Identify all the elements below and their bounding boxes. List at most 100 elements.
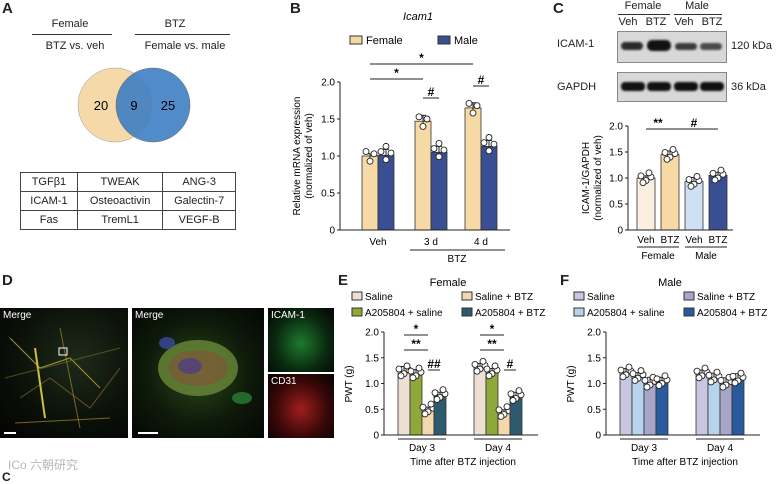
x-tick-label: Day 4 [485,443,512,454]
y-axis-label: PWT (g) [566,365,577,402]
venn-right-rule [135,34,230,35]
y-tick-label: 0.5 [587,405,601,416]
bar [708,175,728,231]
data-point [503,403,511,411]
data-point [415,364,423,372]
venn-right-header-bottom: Female vs. male [144,40,226,52]
table-row: Fas TremL1 VEGF-B [20,210,236,230]
legend-label: A205804 + saline [587,308,665,319]
data-point [653,375,661,383]
data-point [509,397,517,404]
y-tick-label: 0 [617,226,623,237]
data-point [639,179,647,187]
panel-letter-e: E [338,272,349,289]
data-point [669,145,677,153]
y-tick-label: 1.0 [609,174,623,185]
data-point [433,396,441,403]
significance-label: * [414,322,419,336]
significance-label: * [394,66,399,80]
venn-left-count: 20 [94,98,108,113]
chart-pwt-female: 0 0.5 1.0 1.5 2.0 Female Saline Saline + BTZ A20… [344,277,545,468]
data-point [631,376,639,384]
bar [377,154,395,231]
x-tick-label: 3 d [424,237,438,248]
data-point [663,155,671,163]
data-point [471,360,479,368]
micrograph-label: Merge [3,310,32,321]
y-tick-label: 0 [329,226,335,237]
data-point [497,413,505,420]
micrograph-label: Merge [135,310,164,321]
gene-cell: Galectin-7 [162,191,236,211]
bar [464,107,482,231]
data-point [717,166,725,174]
x-axis-label: BTZ [448,254,467,265]
wb-gapdh-label: GAPDH [557,81,597,93]
y-tick-label: 0 [595,431,601,442]
panel-letter-c: C [553,0,564,17]
legend-label: Female [366,35,403,47]
legend-label: A205804 + saline [365,308,443,319]
y-tick-label: 0.5 [321,189,335,200]
data-point [435,153,443,161]
significance-label: # [428,85,435,99]
data-point [617,366,625,374]
data-point [713,368,721,376]
panel-letter-next: C [2,470,11,484]
legend-swatch [461,291,473,301]
micrograph-merge-zoom: Merge [132,308,264,438]
data-point [645,169,653,177]
bar [636,177,656,231]
chart-pwt-male: 0 0.5 1.0 1.5 2.0 Male Saline Saline + BTZ A2058… [566,277,767,468]
legend-label: Saline + BTZ [475,292,533,303]
y-tick-label: 1.5 [365,353,379,364]
wb-lane-label: BTZ [645,16,667,28]
data-point [377,148,385,156]
data-point [719,383,727,391]
significance-label: ** [487,337,497,351]
data-point [431,389,439,397]
data-point [641,376,649,384]
x-tick-label: BTZ [661,235,680,246]
data-point [403,362,411,370]
bar [684,181,704,231]
data-point [693,172,701,180]
data-point [701,364,709,372]
venn-circle-btz [115,67,191,143]
bar [409,372,423,436]
data-point [643,383,651,391]
x-tick-label: Day 4 [707,443,734,454]
bar [643,382,657,436]
x-tick-label: 4 d [474,237,488,248]
y-tick-label: 2.0 [587,328,601,339]
y-tick-label: 1.0 [587,379,601,390]
significance-label: * [490,322,495,336]
bar [719,382,733,436]
data-point [629,370,637,378]
bar [707,376,721,436]
y-tick-label: 1.5 [321,115,335,126]
significance-label: # [507,357,514,371]
data-point [637,367,645,375]
y-axis-label: Relative mRNA expression [292,97,303,216]
venn-left-header-bottom: BTZ vs. veh [45,40,105,52]
chart-title: Male [658,277,682,289]
data-point [693,367,701,375]
group-label: Male [695,251,717,262]
data-point [625,363,633,371]
data-point [421,410,429,418]
x-axis-label: Time after BTZ injection [632,457,738,468]
gene-cell: TremL1 [76,210,164,230]
legend-swatch [573,307,585,317]
wb-group-female: Female [624,0,662,12]
data-point [427,400,435,408]
bar [485,370,499,436]
table-row: ICAM-1 Osteoactivin Galectin-7 [20,191,236,211]
y-tick-label: 2.0 [365,328,379,339]
significance-label: ## [427,357,441,371]
legend-swatch [683,291,695,301]
gene-cell: VEGF-B [162,210,236,230]
significance-label: ** [653,116,663,130]
venn-left-rule [32,34,112,35]
legend-swatch [683,307,695,317]
